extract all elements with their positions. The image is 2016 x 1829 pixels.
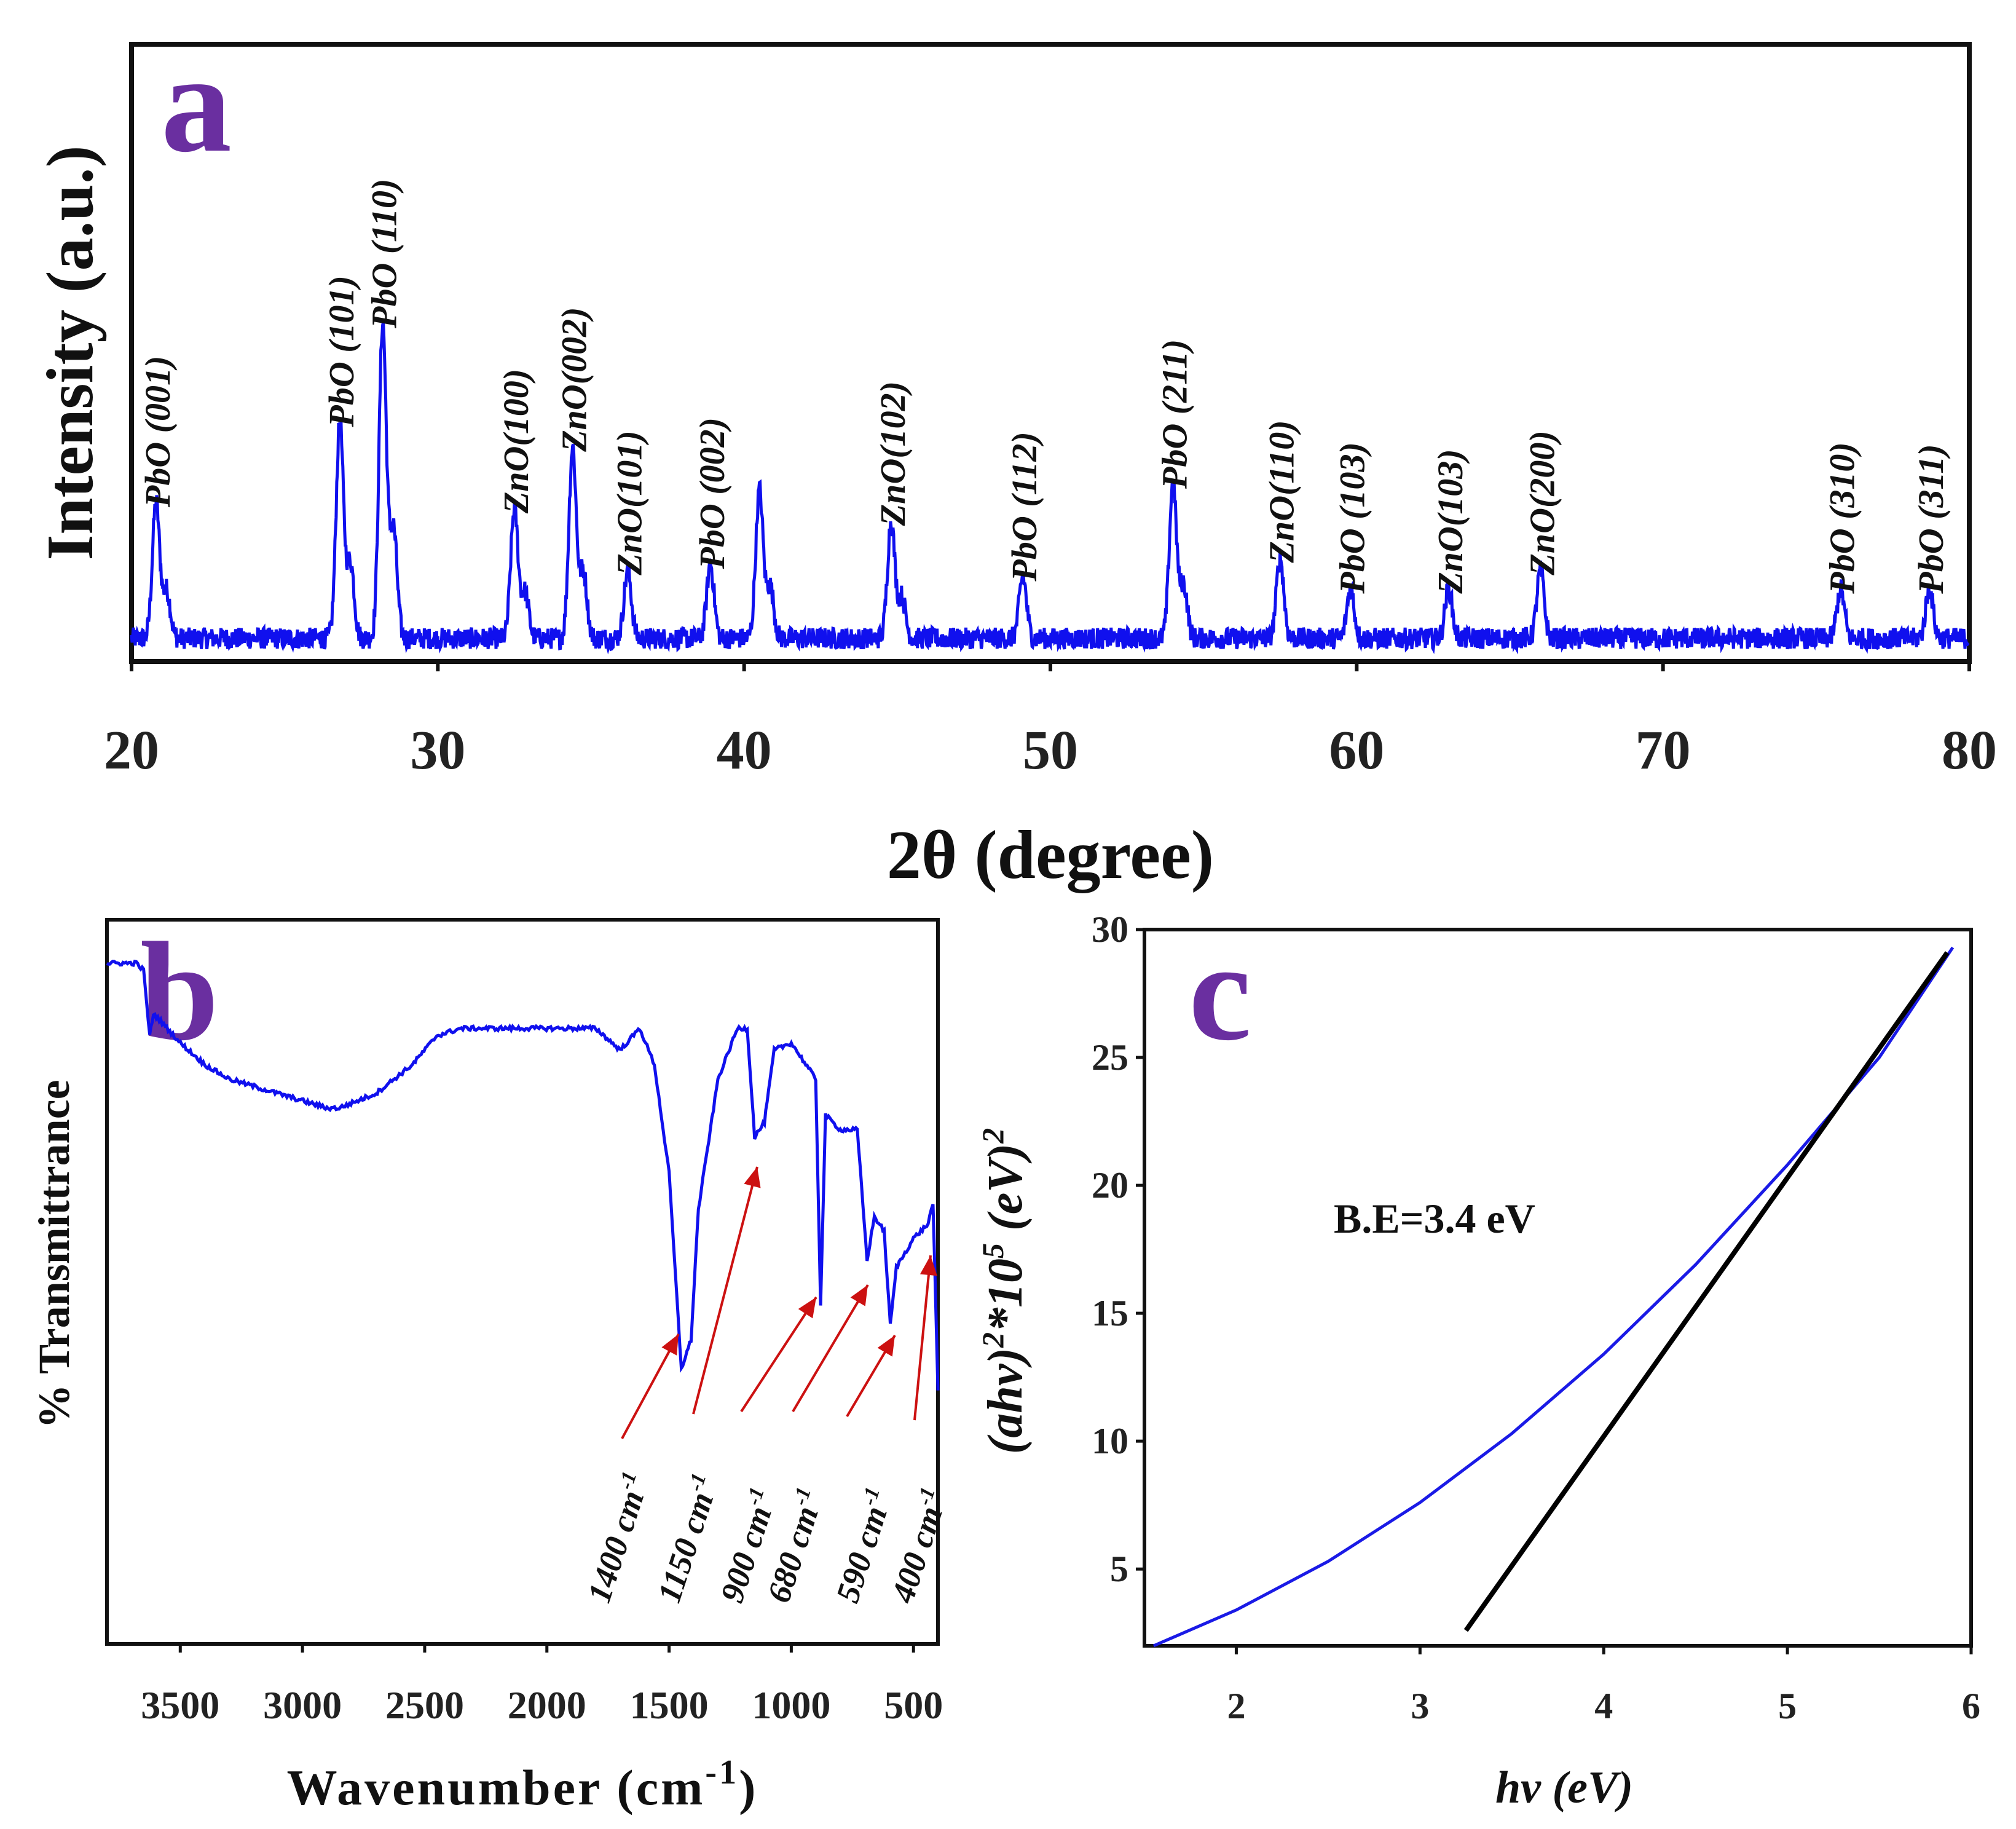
annotation-arrow (740, 1296, 817, 1413)
panel-b-x-tick-label: 2000 (508, 1683, 586, 1727)
annotation-arrow (913, 1255, 932, 1421)
panel-a-x-tick-label: 40 (717, 720, 772, 781)
ftir-band-label: 1150 cm-1 (648, 1471, 726, 1607)
y-title-c: (eV) (978, 1144, 1033, 1243)
panel-a-plot-frame (129, 42, 1972, 664)
panel-c-y-ticks: 5 10 15 20 25 30 (1092, 909, 1144, 1589)
xrd-pattern-line (130, 322, 1970, 655)
tauc-tangent-line (1463, 951, 1950, 1632)
panel-b-x-tick-label: 1500 (630, 1683, 709, 1727)
panel-b-x-tick-label: 3000 (263, 1683, 342, 1727)
xrd-peak-label: ZnO(103) (1430, 449, 1470, 594)
panel-a-x-tick-label: 80 (1942, 720, 1997, 781)
panel-c-x-tick-label: 4 (1594, 1686, 1613, 1726)
xrd-peak-label: ZnO(200) (1522, 430, 1562, 575)
panel-c-y-tick-label: 20 (1092, 1165, 1128, 1206)
ftir-band-label-text: 1400 cm (580, 1486, 651, 1607)
panel-b-y-axis-title: % Transmittrance (30, 1080, 79, 1428)
xrd-peak-label: PbO (112) (1004, 432, 1044, 582)
panel-c-y-tick-label: 10 (1092, 1421, 1128, 1461)
xrd-peak-label: PbO (002) (692, 417, 732, 569)
panel-c-x-tick-label: 2 (1227, 1686, 1245, 1726)
panel-a-x-axis-title: 2θ (degree) (887, 817, 1214, 893)
annotation-arrow (692, 1166, 758, 1415)
annotation-arrow-head (919, 1255, 937, 1276)
panel-b-x-title-main: Wavenumber (cm (287, 1760, 706, 1815)
annotation-arrow-head (798, 1297, 816, 1319)
panel-c-y-tick-label: 15 (1092, 1293, 1128, 1333)
bandgap-annotation: B.E=3.4 eV (1334, 1195, 1535, 1242)
xrd-peak-label: ZnO(100) (496, 369, 536, 514)
annotation-arrow (792, 1284, 869, 1413)
panel-a-x-ticks: 20 30 40 50 60 70 80 (104, 662, 1997, 781)
panel-c-y-tick-label: 30 (1092, 909, 1128, 950)
panel-b-x-title-sup: -1 (705, 1753, 739, 1791)
xrd-peak-label: ZnO(101) (609, 430, 649, 575)
y-title-b: *10 (978, 1258, 1033, 1332)
xrd-peak-label: PbO (310) (1822, 442, 1862, 594)
y-title-a: (ahv) (978, 1348, 1033, 1454)
xrd-peak-label: PbO (211) (1154, 339, 1194, 489)
panel-b-plot-frame (105, 918, 940, 1646)
xrd-peak-label: PbO (311) (1911, 444, 1951, 594)
xrd-peak-label: PbO (103) (1332, 442, 1372, 594)
xrd-peak-label: ZnO(110) (1262, 420, 1302, 563)
xrd-peak-label: PbO (001) (138, 356, 178, 508)
panel-c-x-tick-label: 6 (1962, 1686, 1980, 1726)
panel-b-letter: b (140, 913, 219, 1070)
panel-c-y-tick-label: 5 (1110, 1549, 1128, 1589)
panel-c-x-tick-label: 3 (1411, 1686, 1429, 1726)
y-title-sup2: 5 (975, 1243, 1010, 1258)
panel-b-x-tick-label: 500 (884, 1683, 943, 1727)
panel-b-x-tick-label: 3500 (141, 1683, 219, 1727)
ftir-band-label: 1400 cm-1 (578, 1469, 656, 1607)
panel-c-x-axis-title: hv (eV) (1495, 1763, 1633, 1813)
tauc-absorption-curve (1152, 946, 1955, 1648)
panel-c-letter: c (1189, 913, 1251, 1070)
panel-c-x-tick-label: 5 (1778, 1686, 1797, 1726)
annotation-arrow-head (744, 1167, 761, 1188)
panel-b-annotation-arrows (621, 1166, 937, 1439)
panel-a-x-tick-label: 50 (1023, 720, 1078, 781)
xrd-peak-label: PbO (101) (321, 275, 361, 427)
panel-c-plot-frame (1143, 928, 1973, 1648)
panel-b-x-ticks: 3500 3000 2500 2000 1500 1000 500 (141, 1644, 943, 1727)
panel-a-letter: a (161, 25, 232, 181)
panel-c-x-ticks: 2 3 4 5 6 (1227, 1646, 1980, 1726)
panel-a-peak-labels: PbO (001) PbO (101)PbO (110) ZnO(100) ZnO(0… (138, 179, 1951, 595)
xrd-peak-label: PbO (110) (364, 179, 404, 329)
annotation-arrow-head (877, 1335, 895, 1357)
ftir-band-label: 400 cm-1 (882, 1485, 955, 1608)
ftir-band-label-text: 590 cm (829, 1502, 894, 1607)
panel-a-x-tick-label: 70 (1636, 720, 1691, 781)
ftir-band-label-text: 1150 cm (650, 1488, 720, 1607)
ftir-band-label: 680 cm-1 (758, 1485, 830, 1607)
panel-a-y-axis-title: Intensity (a.u.) (34, 145, 107, 560)
panel-b-x-title-end: ) (739, 1760, 758, 1815)
ftir-spectrum-line (106, 959, 940, 1391)
annotation-arrow (621, 1333, 680, 1439)
panel-a-x-tick-label: 30 (410, 720, 465, 781)
xrd-peak-label: ZnO(002) (554, 307, 594, 452)
y-title-sup1: 2 (975, 1332, 1010, 1348)
annotation-arrow-head (661, 1334, 679, 1356)
panel-b-x-tick-label: 1000 (752, 1683, 830, 1727)
panel-c-y-axis-title: (ahv)2*105 (eV)2 (975, 1128, 1033, 1454)
panel-c-y-tick-label: 25 (1092, 1037, 1128, 1078)
xrd-peak-label: ZnO(102) (873, 381, 913, 526)
panel-b-x-tick-label: 2500 (385, 1683, 464, 1727)
annotation-arrow-head (850, 1285, 868, 1306)
y-title-sup3: 2 (975, 1128, 1010, 1144)
panel-a-x-tick-label: 20 (104, 720, 159, 781)
panel-a-x-tick-label: 60 (1329, 720, 1384, 781)
panel-a-xrd-chart: a 20 30 40 50 60 70 80 PbO (001)PbO (101)PbO (… (34, 25, 1997, 893)
panel-b-x-axis-title: Wavenumber (cm-1) (287, 1753, 758, 1815)
